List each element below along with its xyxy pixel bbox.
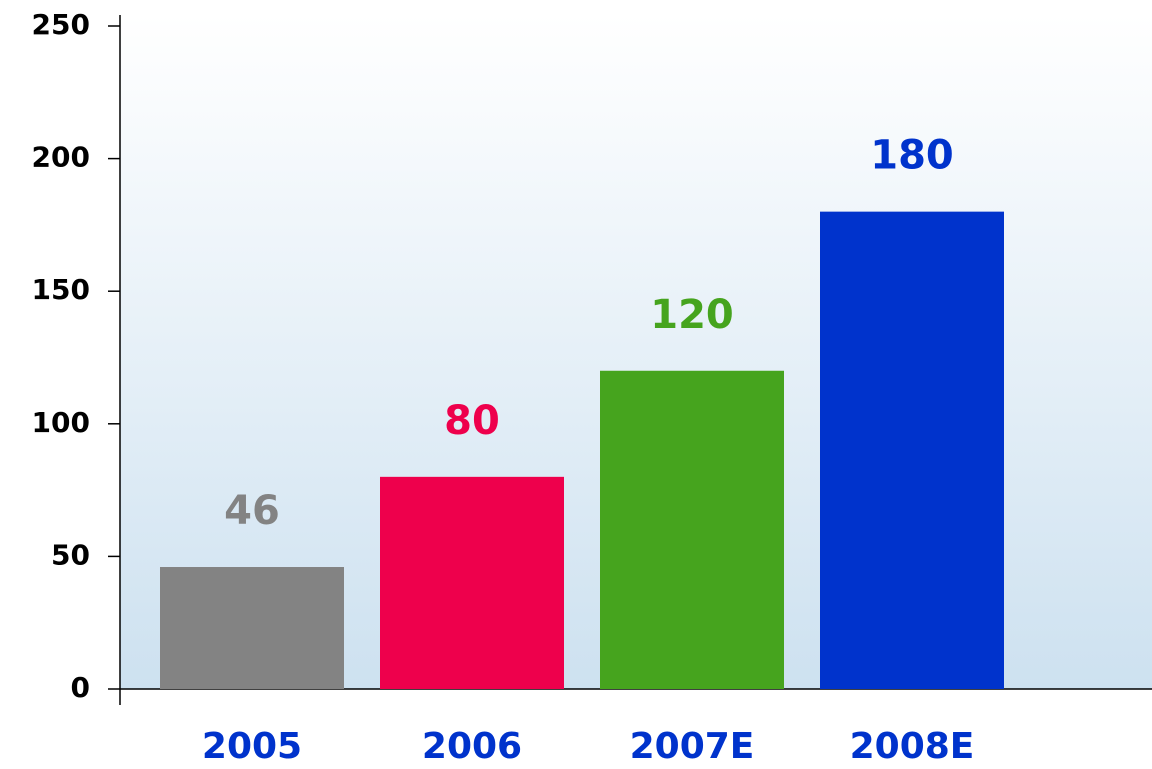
y-tick-label: 200 [32, 141, 90, 174]
bar [600, 370, 784, 689]
x-tick-label: 2007E [630, 726, 755, 767]
value-label: 120 [650, 292, 734, 338]
value-label: 46 [224, 488, 280, 534]
y-tick-label: 250 [32, 8, 90, 41]
y-tick-label: 100 [32, 406, 90, 439]
bar [160, 567, 344, 689]
value-label: 180 [870, 133, 954, 179]
x-tick-label: 2005 [202, 726, 302, 767]
bar [820, 211, 1004, 689]
x-tick-label: 2006 [422, 726, 522, 767]
bar [380, 476, 564, 689]
value-label: 80 [444, 398, 500, 444]
y-tick-label: 0 [71, 671, 90, 704]
y-tick-label: 150 [32, 273, 90, 306]
y-tick-label: 50 [51, 538, 90, 571]
x-tick-label: 2008E [850, 726, 975, 767]
